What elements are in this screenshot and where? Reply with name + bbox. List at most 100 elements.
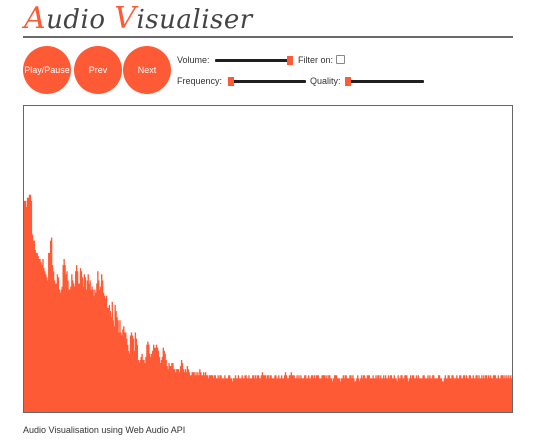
volume-label: Volume: [177, 55, 210, 65]
frequency-bar [362, 375, 365, 412]
frequency-bar [437, 375, 440, 412]
frequency-bar [174, 369, 176, 412]
frequency-bar [368, 375, 370, 412]
frequency-bar [462, 375, 465, 412]
frequency-bar [388, 378, 391, 412]
frequency-bar [74, 286, 76, 412]
frequency-bar [168, 363, 170, 412]
frequency-bar [353, 378, 355, 412]
frequency-bar [82, 286, 85, 412]
frequency-bar [416, 378, 419, 412]
quality-slider[interactable] [345, 77, 424, 86]
frequency-bar [311, 375, 314, 412]
frequency-bar [252, 375, 254, 412]
frequency-bar [64, 265, 66, 412]
frequency-bar [132, 338, 135, 412]
frequency-bar [208, 375, 211, 412]
header-divider [23, 36, 513, 38]
frequency-bar [267, 375, 269, 412]
frequency-slider[interactable] [228, 77, 306, 86]
frequency-bar [63, 259, 65, 412]
filter-checkbox[interactable] [336, 55, 345, 64]
frequency-bar [54, 283, 57, 412]
frequency-bar [442, 381, 445, 412]
frequency-bar [475, 375, 477, 412]
frequency-slider-thumb[interactable] [228, 77, 234, 86]
frequency-bar [203, 375, 206, 412]
frequency-bar [265, 378, 267, 412]
frequency-bar [466, 378, 469, 412]
frequency-bar [300, 375, 302, 412]
frequency-bar [144, 363, 146, 412]
frequency-bar [114, 304, 116, 412]
frequency-bar [173, 369, 175, 412]
frequency-bar [50, 237, 53, 412]
frequency-bar [160, 359, 163, 412]
frequency-bar [459, 375, 461, 412]
frequency-bar [432, 375, 434, 412]
frequency-bar [276, 378, 278, 412]
frequency-bar [216, 378, 218, 412]
frequency-bar [220, 375, 222, 412]
frequency-bar [62, 265, 64, 412]
frequency-bar [92, 289, 94, 412]
frequency-bar [322, 375, 324, 412]
frequency-bar [87, 274, 89, 412]
prev-button[interactable]: Prev [74, 46, 122, 94]
frequency-bar [360, 375, 363, 412]
frequency-bar [205, 375, 208, 412]
frequency-bar [162, 347, 164, 412]
filter-label: Filter on: [298, 55, 334, 65]
frequency-bar [136, 344, 138, 412]
frequency-bar [455, 378, 457, 412]
frequency-bar [391, 378, 394, 412]
frequency-bar [383, 378, 386, 412]
quality-slider-thumb[interactable] [345, 77, 351, 86]
frequency-bar [324, 375, 326, 412]
frequency-bar [297, 378, 299, 412]
frequency-bar [206, 375, 209, 412]
frequency-bar [449, 378, 451, 412]
frequency-bar [453, 378, 455, 412]
volume-slider[interactable] [215, 56, 293, 65]
frequency-bar [319, 378, 321, 412]
play-pause-button[interactable]: Play/Pause [23, 46, 71, 94]
frequency-bar [305, 375, 307, 412]
frequency-bar [354, 381, 356, 412]
frequency-bar [165, 359, 167, 412]
frequency-bar [131, 335, 134, 412]
frequency-bar [480, 378, 482, 412]
frequency-bar [332, 378, 335, 412]
frequency-bar [107, 307, 110, 412]
frequency-bar [278, 375, 280, 412]
frequency-bar [255, 375, 257, 412]
frequency-bar [234, 375, 237, 412]
frequency-bar [306, 378, 309, 412]
frequency-bar [331, 378, 333, 412]
frequency-bar [407, 378, 409, 412]
frequency-bar [464, 378, 467, 412]
frequency-bar [501, 375, 503, 412]
frequency-bar [377, 375, 379, 412]
frequency-bar [210, 375, 213, 412]
frequency-bar [188, 372, 190, 412]
frequency-bar [478, 375, 480, 412]
volume-slider-thumb[interactable] [287, 56, 293, 65]
frequency-bar [497, 375, 499, 412]
frequency-bar [361, 378, 364, 412]
frequency-bar [232, 378, 235, 412]
frequency-bar [393, 375, 395, 412]
frequency-bar [134, 332, 137, 412]
frequency-bar [397, 375, 399, 412]
frequency-bar [320, 378, 322, 412]
frequency-bar [126, 344, 129, 412]
frequency-bar [467, 378, 470, 412]
frequency-bar [469, 375, 472, 412]
frequency-bar [217, 375, 219, 412]
frequency-bar [342, 375, 344, 412]
frequency-bar [293, 375, 295, 412]
next-button[interactable]: Next [123, 46, 171, 94]
frequency-bar [404, 375, 406, 412]
frequency-bar [209, 375, 212, 412]
frequency-bar [183, 372, 186, 412]
